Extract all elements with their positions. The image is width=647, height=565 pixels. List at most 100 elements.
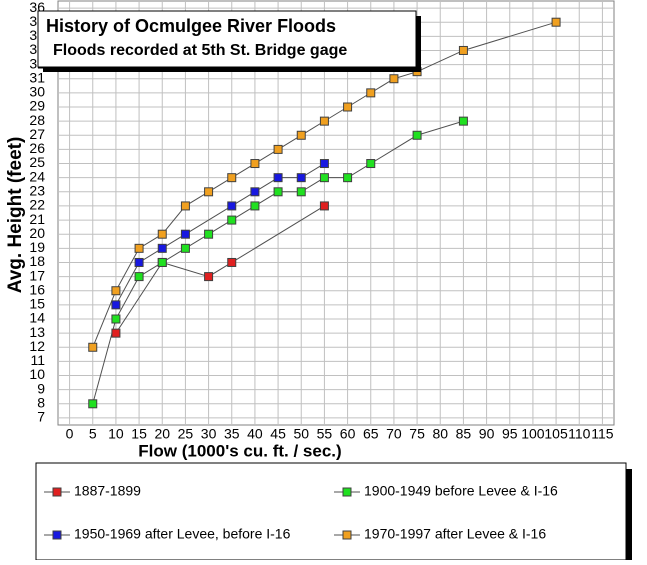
x-tick-label: 30	[201, 426, 217, 442]
data-point	[296, 187, 306, 197]
y-axis-label: Avg. Height (feet)	[5, 137, 26, 294]
data-point	[180, 229, 190, 239]
data-point	[250, 187, 260, 197]
data-point	[227, 215, 237, 225]
x-tick-label: 10	[108, 426, 124, 442]
data-point	[250, 159, 260, 169]
data-point	[296, 173, 306, 183]
legend-marker	[52, 487, 62, 497]
y-tick-label: 28	[29, 112, 45, 128]
x-tick-label: 5	[89, 426, 97, 442]
data-point	[88, 342, 98, 352]
data-point	[366, 159, 376, 169]
data-point	[157, 243, 167, 253]
x-tick-label: 70	[386, 426, 402, 442]
legend-box	[35, 462, 627, 561]
data-point	[88, 399, 98, 409]
y-tick-label: 18	[29, 253, 45, 269]
y-tick-label: 20	[29, 225, 45, 241]
data-point	[319, 201, 329, 211]
y-tick-label: 24	[29, 168, 45, 184]
x-tick-label: 45	[270, 426, 286, 442]
x-tick-label: 60	[340, 426, 356, 442]
legend-label: 1950-1969 after Levee, before I-16	[74, 526, 291, 542]
data-point	[412, 130, 422, 140]
x-tick-label: 0	[66, 426, 74, 442]
data-point	[204, 229, 214, 239]
x-tick-label: 110	[568, 426, 591, 442]
legend-marker	[342, 487, 352, 497]
data-point	[111, 328, 121, 338]
data-point	[111, 286, 121, 296]
data-point	[319, 173, 329, 183]
y-tick-label: 13	[29, 324, 45, 340]
x-tick-label: 50	[293, 426, 309, 442]
y-tick-label: 15	[29, 296, 45, 312]
data-point	[180, 243, 190, 253]
x-tick-label: 80	[432, 426, 448, 442]
x-tick-label: 85	[456, 426, 472, 442]
y-tick-label: 11	[30, 352, 45, 368]
x-tick-label: 95	[502, 426, 518, 442]
y-tick-label: 21	[29, 211, 45, 227]
data-point	[134, 243, 144, 253]
y-tick-label: 19	[29, 239, 45, 255]
y-tick-label: 30	[29, 84, 45, 100]
data-point	[111, 300, 121, 310]
data-point	[296, 130, 306, 140]
y-tick-label: 12	[29, 338, 45, 354]
data-point	[111, 314, 121, 324]
chart-subtitle: Floods recorded at 5th St. Bridge gage	[53, 42, 347, 59]
data-point	[389, 74, 399, 84]
x-tick-label: 40	[247, 426, 263, 442]
x-axis-label: Flow (1000's cu. ft. / sec.)	[138, 441, 341, 460]
y-tick-label: 25	[29, 154, 45, 170]
x-tick-label: 115	[591, 426, 614, 442]
x-tick-label: 100	[521, 426, 545, 442]
data-point	[157, 257, 167, 267]
chart-title: History of Ocmulgee River Floods	[46, 16, 336, 36]
title-box	[37, 10, 417, 68]
data-point	[319, 159, 329, 169]
legend-label: 1887-1899	[74, 483, 141, 499]
data-point	[458, 116, 468, 126]
data-point	[343, 102, 353, 112]
x-tick-label: 55	[317, 426, 333, 442]
data-point	[180, 201, 190, 211]
x-tick-label: 90	[479, 426, 495, 442]
data-point	[157, 229, 167, 239]
data-point	[250, 201, 260, 211]
x-tick-label: 15	[131, 426, 147, 442]
y-tick-label: 7	[37, 409, 45, 425]
data-point	[366, 88, 376, 98]
legend-label: 1970-1997 after Levee & I-16	[364, 526, 546, 542]
y-tick-label: 17	[29, 267, 45, 283]
data-point	[319, 116, 329, 126]
legend-marker	[52, 530, 62, 540]
x-tick-label: 105	[544, 426, 568, 442]
data-point	[273, 144, 283, 154]
data-point	[551, 17, 561, 27]
y-tick-label: 9	[37, 380, 45, 396]
x-tick-label: 35	[224, 426, 240, 442]
y-tick-label: 29	[29, 98, 45, 114]
y-tick-label: 22	[29, 197, 45, 213]
y-tick-label: 10	[29, 366, 45, 382]
y-tick-label: 8	[37, 395, 45, 411]
data-point	[273, 173, 283, 183]
y-tick-label: 16	[29, 281, 45, 297]
x-tick-label: 65	[363, 426, 379, 442]
data-point	[227, 201, 237, 211]
y-tick-label: 14	[29, 310, 45, 326]
legend-marker	[342, 530, 352, 540]
x-tick-label: 20	[154, 426, 170, 442]
data-point	[134, 257, 144, 267]
data-point	[273, 187, 283, 197]
x-tick-label: 75	[409, 426, 425, 442]
data-point	[204, 272, 214, 282]
y-tick-label: 31	[29, 69, 45, 85]
data-point	[343, 173, 353, 183]
data-point	[204, 187, 214, 197]
data-point	[227, 257, 237, 267]
